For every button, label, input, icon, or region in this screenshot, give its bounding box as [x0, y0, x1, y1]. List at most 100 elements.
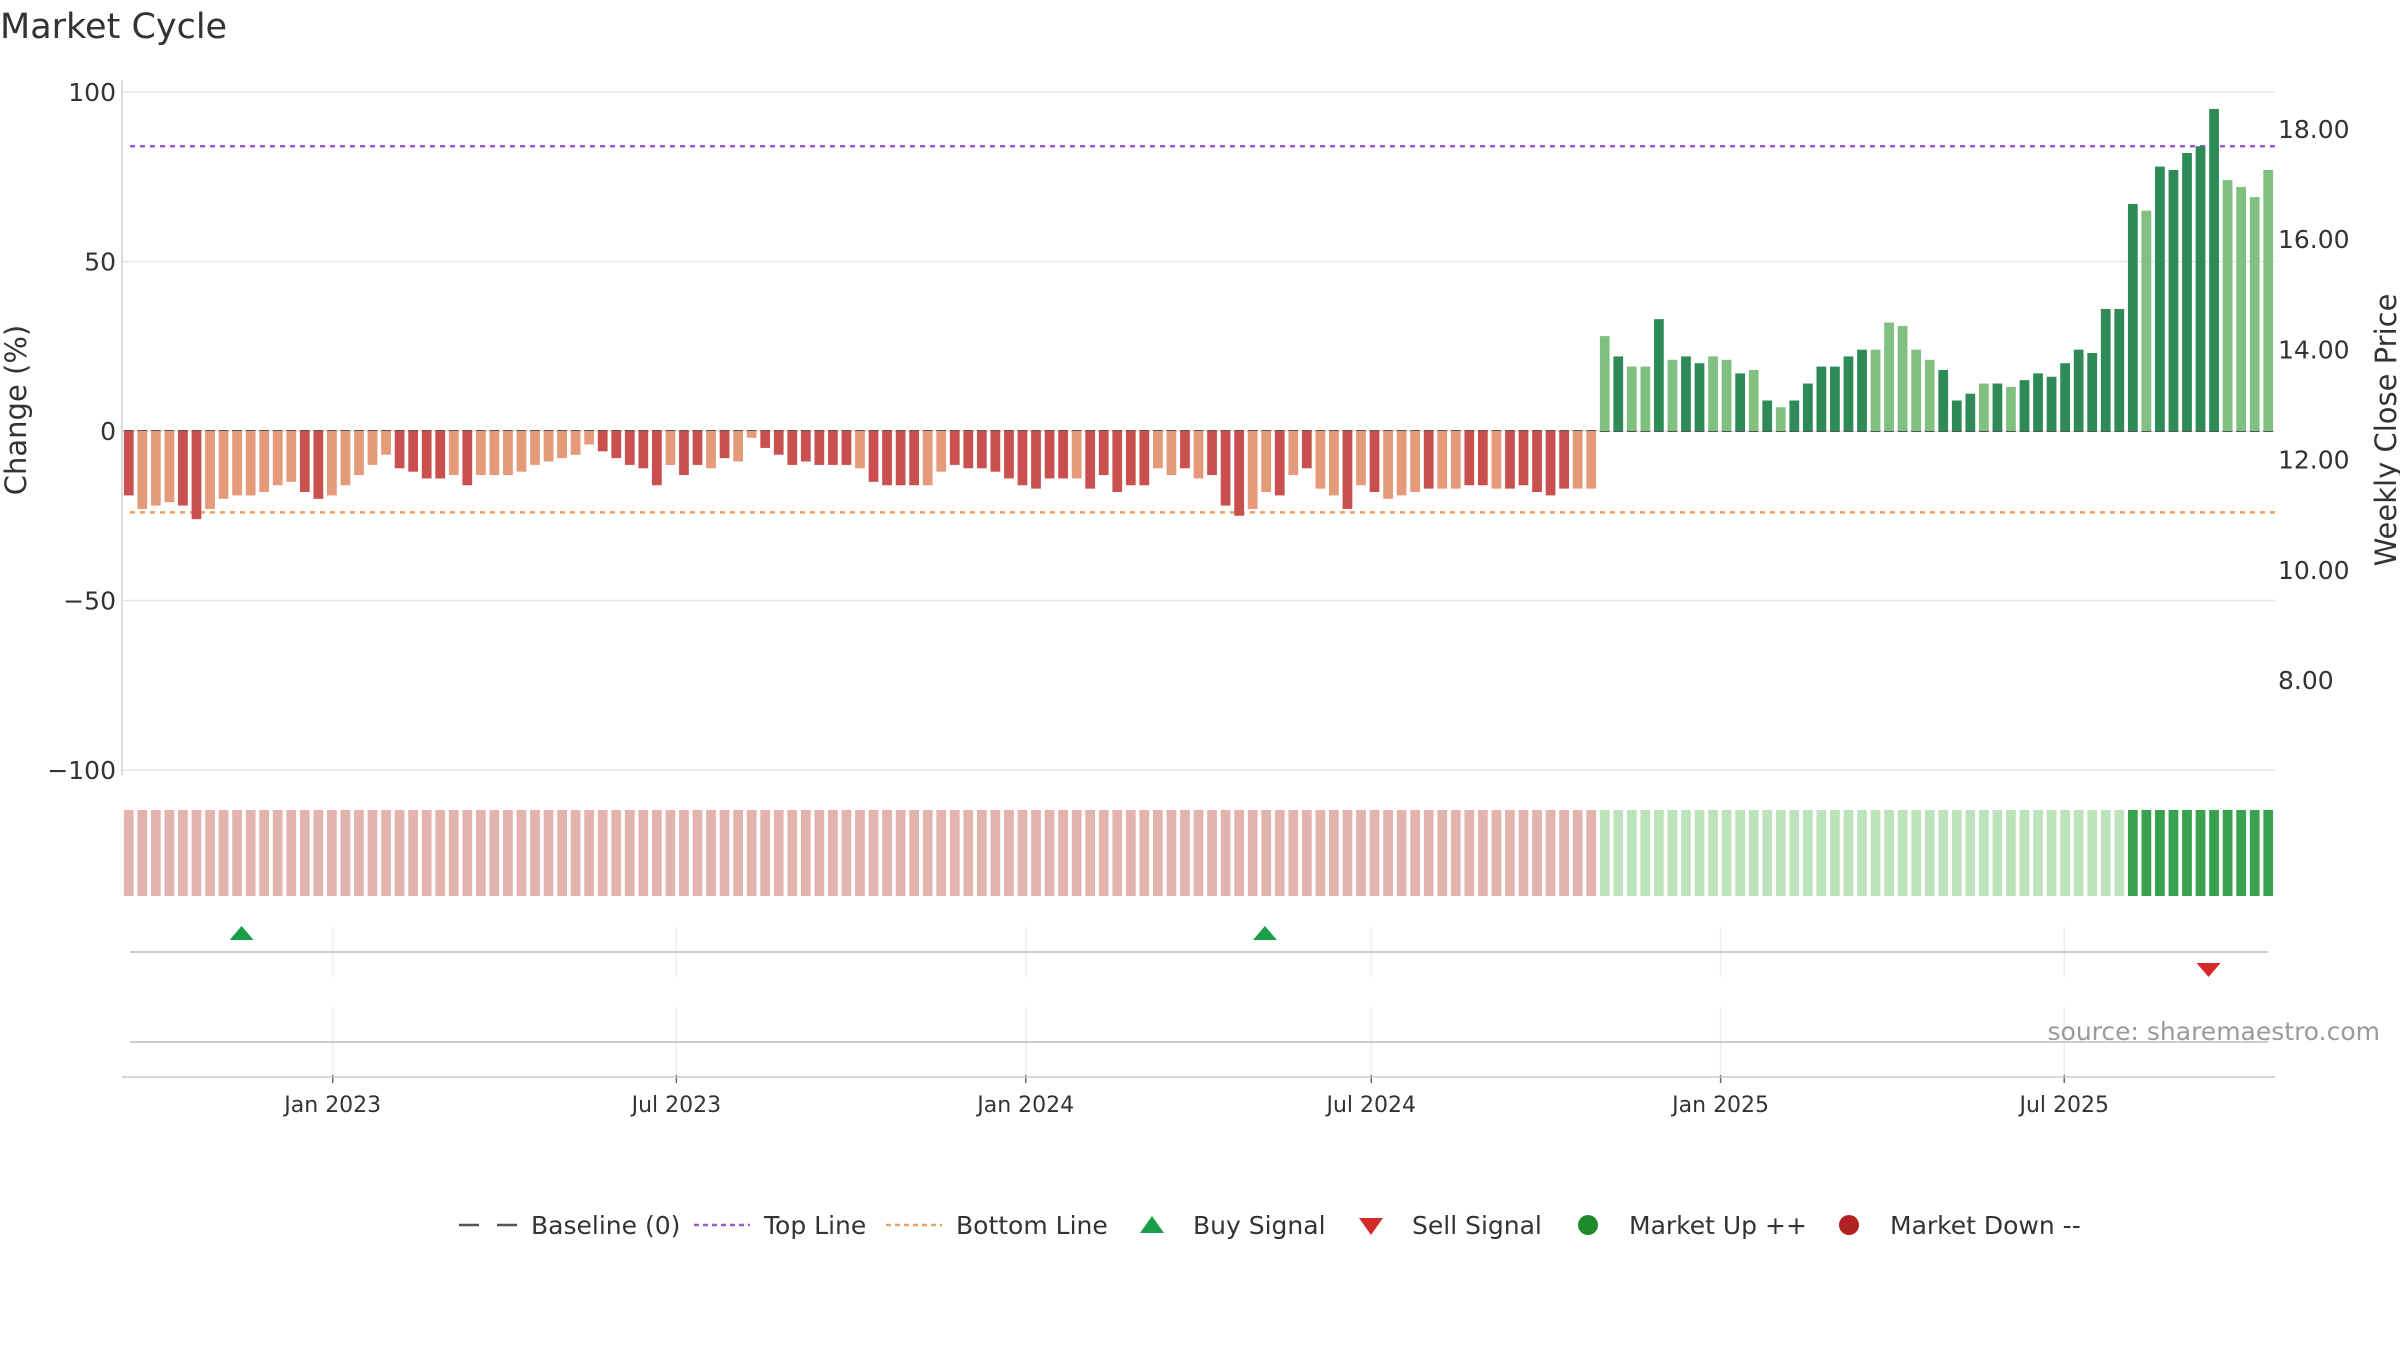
heat-cell: [1220, 810, 1231, 896]
change-bar: [773, 431, 784, 455]
change-bar: [2060, 363, 2070, 431]
change-bar: [408, 431, 418, 472]
heat-cell: [746, 810, 757, 896]
heat-cell: [1207, 810, 1217, 896]
heat-cell: [1599, 810, 1610, 896]
heat-cell: [841, 810, 852, 896]
heat-cell: [1532, 810, 1542, 896]
heat-cell: [638, 810, 649, 896]
change-bar: [557, 431, 567, 459]
change-bar: [1383, 431, 1393, 499]
change-bar: [245, 431, 256, 496]
change-bar: [1423, 431, 1434, 489]
heat-cell: [1153, 810, 1163, 896]
change-bar: [638, 431, 649, 469]
change-bar: [584, 431, 595, 445]
y2-tick-label: 12.00: [2278, 446, 2350, 475]
change-bar: [435, 431, 446, 479]
x-tick-label: Jul 2023: [630, 1093, 722, 1118]
change-bar: [1789, 400, 1800, 431]
axes: 100 50 0 −50 −100 18.00 16.00 14.00 12.00 10.00 8.…: [47, 78, 2349, 785]
change-bar: [205, 431, 215, 509]
heat-cell: [164, 810, 175, 896]
heat-cell: [1708, 810, 1718, 896]
change-bar: [800, 431, 811, 462]
heat-cell: [909, 810, 920, 896]
change-bar: [1410, 431, 1421, 493]
heat-cell: [1613, 810, 1624, 896]
heat-cell: [828, 810, 838, 896]
change-bar: [760, 431, 771, 448]
y-tick-label: 0: [100, 417, 116, 446]
heat-cell: [123, 810, 134, 896]
change-bar: [2263, 169, 2274, 431]
change-bar: [1139, 431, 1150, 486]
heat-cell: [178, 810, 188, 896]
change-bar: [421, 431, 432, 479]
heat-cell: [1058, 810, 1068, 896]
heat-cell: [1166, 810, 1177, 896]
change-bar: [1843, 356, 1854, 431]
heat-cell: [2114, 810, 2125, 896]
change-bar: [1586, 431, 1597, 489]
change-bar: [909, 431, 920, 486]
change-bar: [1369, 431, 1380, 493]
y-tick-label: 100: [68, 78, 116, 107]
change-bar: [259, 431, 270, 493]
change-bar: [1247, 431, 1258, 509]
change-bar: [2114, 308, 2125, 431]
change-bar: [448, 431, 459, 476]
heat-cell: [1505, 810, 1515, 896]
heat-cell: [1789, 810, 1800, 896]
change-bar: [1911, 349, 1922, 431]
x-tick-label: Jul 2024: [1325, 1093, 1417, 1118]
heat-cell: [800, 810, 811, 896]
heat-cell: [1572, 810, 1583, 896]
change-bar: [1234, 431, 1244, 516]
heat-cell: [1884, 810, 1894, 896]
change-bar: [1017, 431, 1028, 486]
y2-tick-label: 10.00: [2278, 556, 2350, 585]
change-bar: [475, 431, 486, 476]
heat-cell: [1491, 810, 1502, 896]
heat-cell: [516, 810, 527, 896]
heat-cell: [367, 810, 378, 896]
heat-cell: [1870, 810, 1881, 896]
heat-cell: [299, 810, 310, 896]
change-bar: [489, 431, 500, 476]
gridlines: [122, 91, 2275, 1075]
heat-cell: [2060, 810, 2070, 896]
change-bar: [2168, 169, 2179, 431]
change-bar: [1965, 393, 1976, 431]
heat-cell: [1098, 810, 1109, 896]
change-bar: [2033, 373, 2043, 431]
heat-cell: [2019, 810, 2030, 896]
change-bar: [1559, 431, 1569, 489]
x-tick-label: Jan 2024: [975, 1093, 1074, 1118]
heat-cell: [150, 810, 161, 896]
heat-cell: [2209, 810, 2219, 896]
heat-cell: [773, 810, 784, 896]
heat-cell: [570, 810, 581, 896]
change-bar: [868, 431, 879, 482]
change-bar: [895, 431, 906, 486]
change-bar: [394, 431, 405, 469]
heat-cell: [1071, 810, 1082, 896]
change-bar: [624, 431, 635, 465]
heat-cell: [868, 810, 879, 896]
change-bar: [1207, 431, 1217, 476]
heat-cell: [1383, 810, 1393, 896]
change-bar: [611, 431, 622, 459]
change-bar: [692, 431, 703, 465]
change-bar: [1924, 359, 1935, 431]
heat-cell: [191, 810, 202, 896]
heat-cell: [408, 810, 418, 896]
x-axis: Jan 2023 Jul 2023 Jan 2024 Jul 2024 Jan 2025…: [122, 1075, 2275, 1118]
heat-cell: [1274, 810, 1285, 896]
heat-cell: [394, 810, 405, 896]
heat-cell: [855, 810, 865, 896]
change-bar: [2155, 166, 2165, 431]
heat-cell: [760, 810, 771, 896]
heat-cell: [1681, 810, 1691, 896]
change-bar: [299, 431, 310, 493]
